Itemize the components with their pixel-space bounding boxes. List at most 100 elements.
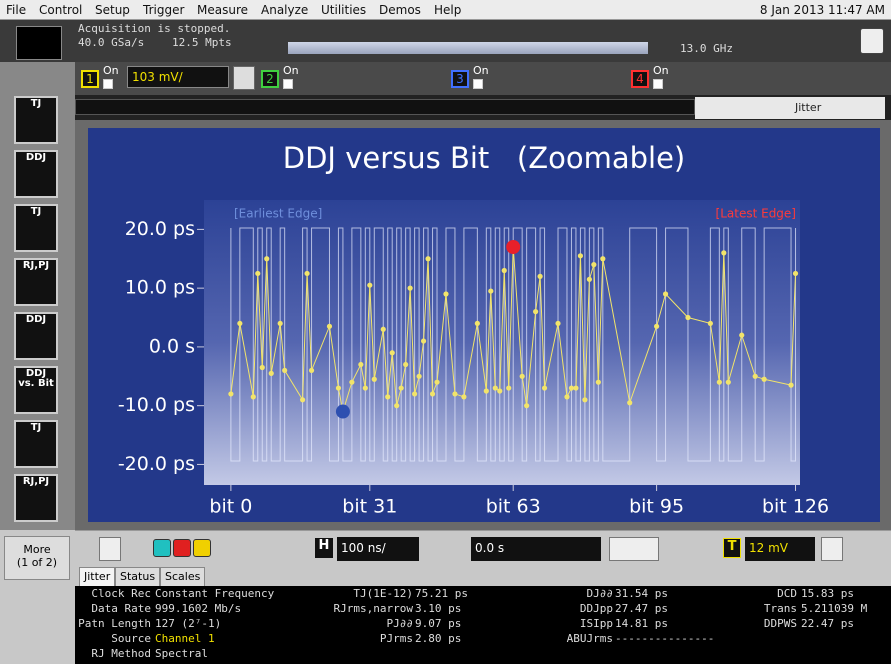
trigger-level[interactable]: 12 mV — [745, 537, 815, 561]
more-panel: More (1 of 2) — [0, 530, 75, 664]
analysis-button[interactable]: TJ — [14, 96, 58, 144]
data-point — [358, 361, 364, 368]
measurement-label: PJ∂∂ — [386, 617, 414, 630]
menu-item[interactable]: Demos — [379, 3, 421, 17]
measurement-label: Trans — [763, 602, 797, 615]
delay[interactable]: 0.0 s — [471, 537, 601, 561]
analysis-button[interactable]: RJ,PJ — [14, 474, 58, 522]
channel-checkbox[interactable] — [103, 79, 113, 89]
data-point — [497, 388, 503, 394]
channel-number[interactable]: 2 — [261, 70, 279, 88]
measurement-label: PJrms — [379, 632, 413, 645]
measurement-label: ABUJrms — [566, 632, 613, 645]
color-button[interactable] — [173, 539, 191, 557]
measurements: Clock Rec Constant Frequency Data Rate 999.… — [75, 586, 891, 664]
menu-item[interactable]: File — [6, 3, 27, 17]
measurement-value: 14.81 ps — [615, 617, 668, 630]
analysis-button[interactable]: DDJ — [14, 150, 58, 198]
edge-marker — [506, 240, 521, 255]
nav-buttons[interactable] — [609, 537, 659, 561]
memory-bar — [288, 42, 648, 54]
data-point — [600, 256, 606, 262]
annotation: [Latest Edge] — [716, 207, 796, 221]
analysis-button[interactable]: DDJ vs. Bit — [14, 366, 58, 414]
data-point — [412, 391, 418, 397]
chart: DDJ versus Bit (Zoomable) 20.0 ps 10.0 ps… — [88, 128, 880, 522]
more-label: More — [23, 543, 51, 556]
analysis-button[interactable]: TJ — [14, 204, 58, 252]
data-point — [434, 379, 440, 385]
y-tick-label: 20.0 ps — [125, 218, 195, 240]
channel-checkbox[interactable] — [283, 79, 293, 89]
sample-rate: 40.0 GSa/s — [78, 36, 145, 49]
measurement-label: Data Rate — [91, 602, 151, 615]
menu-item[interactable]: Measure — [197, 3, 248, 17]
color-button[interactable] — [193, 539, 211, 557]
data-point — [282, 367, 288, 374]
analysis-label: TJ — [30, 206, 42, 217]
menu-item[interactable]: Setup — [95, 3, 130, 17]
y-tick-label: 0.0 s — [149, 335, 195, 357]
data-point — [654, 323, 660, 329]
more-page: (1 of 2) — [16, 556, 58, 569]
channel-state: On — [283, 64, 299, 77]
data-point — [299, 397, 306, 403]
level-spinner[interactable] — [821, 537, 843, 561]
tab[interactable]: Jitter — [79, 567, 116, 586]
timebase[interactable]: 100 ns/ — [337, 537, 419, 561]
measurement-value: 75.21 ps — [415, 587, 468, 600]
data-point — [398, 385, 404, 391]
analysis-button[interactable]: RJ,PJ — [14, 258, 58, 306]
coupling-button[interactable] — [233, 66, 255, 90]
data-point — [237, 320, 243, 327]
data-point — [385, 394, 391, 400]
data-point — [501, 267, 507, 274]
channel-number[interactable]: 4 — [631, 70, 649, 88]
run-indicator[interactable] — [16, 26, 62, 60]
data-point — [577, 253, 584, 259]
minimize-button[interactable] — [860, 28, 884, 54]
h-label: H — [315, 538, 333, 558]
menu-item[interactable]: Trigger — [143, 3, 185, 17]
menu-item[interactable]: Analyze — [261, 3, 309, 17]
analysis-button[interactable]: DDJ — [14, 312, 58, 360]
channel-number[interactable]: 3 — [451, 70, 469, 88]
data-point — [380, 326, 386, 332]
menu-item[interactable]: Utilities — [321, 3, 367, 17]
zoom-button[interactable] — [99, 537, 121, 561]
tab[interactable]: Scales — [160, 567, 206, 586]
y-tick-label: 10.0 ps — [125, 277, 195, 299]
more-button[interactable]: More (1 of 2) — [4, 536, 70, 580]
data-point — [792, 270, 799, 277]
channel-checkbox[interactable] — [653, 79, 663, 89]
data-point — [255, 270, 261, 277]
measurement-value: 31.54 ps — [615, 587, 668, 600]
edge-marker — [335, 404, 350, 419]
data-point — [228, 391, 234, 397]
data-point — [308, 367, 315, 374]
x-tick-label: bit 31 — [342, 496, 397, 518]
channel-checkbox[interactable] — [473, 79, 483, 89]
measurement-value: Constant Frequency — [155, 587, 275, 600]
bit-pattern — [230, 227, 797, 462]
data-point — [582, 397, 588, 403]
data-point — [268, 370, 274, 376]
channel-state: On — [473, 64, 489, 77]
menu-item[interactable]: Control — [39, 3, 83, 17]
jitter-tab[interactable]: Jitter — [695, 97, 885, 119]
channel-state: On — [653, 64, 669, 77]
channel-scale[interactable]: 103 mV/ — [127, 66, 229, 88]
data-point — [524, 403, 530, 409]
y-tick-label: -10.0 ps — [118, 394, 195, 416]
channel-number[interactable]: 1 — [81, 70, 99, 88]
menu-item[interactable]: Help — [434, 3, 462, 17]
tab[interactable]: Status — [115, 567, 161, 586]
analysis-button[interactable]: TJ — [14, 420, 58, 468]
color-button[interactable] — [153, 539, 171, 557]
tab-bar: Jitter Status Scales — [75, 566, 891, 586]
measurement-value: 9.07 ps — [415, 617, 462, 630]
sidebar: TJ DDJ TJ RJ,PJ DDJ DDJ vs. Bit TJ RJ,PJ — [0, 62, 75, 530]
data-point — [394, 403, 400, 409]
data-point — [349, 379, 355, 385]
